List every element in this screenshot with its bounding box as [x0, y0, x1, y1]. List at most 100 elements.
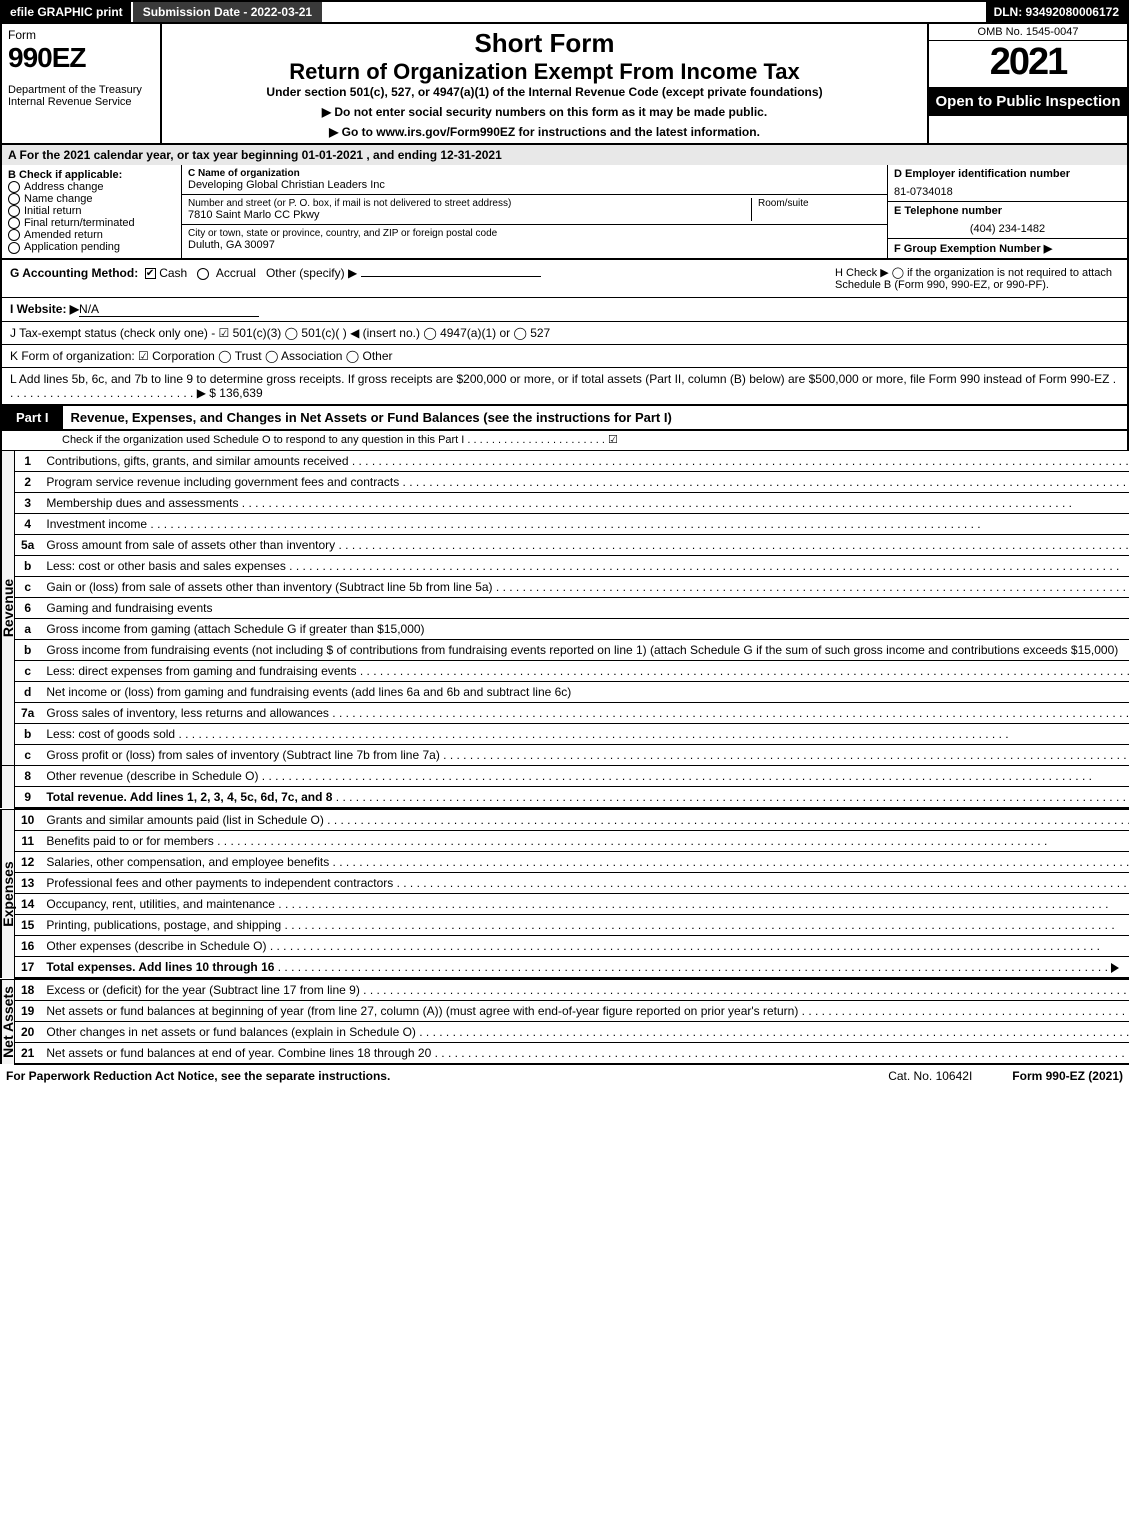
page-footer: For Paperwork Reduction Act Notice, see … [0, 1065, 1129, 1087]
c-label: C Name of organization [188, 168, 385, 179]
dept-treasury: Department of the Treasury [8, 84, 154, 96]
line-6a-desc: Gross income from gaming (attach Schedul… [40, 619, 1129, 640]
line-10-desc: Grants and similar amounts paid (list in… [40, 810, 1129, 831]
ein-label: D Employer identification number [888, 165, 1127, 183]
form-title-block: Short Form Return of Organization Exempt… [162, 24, 927, 143]
line-20-desc: Other changes in net assets or fund bala… [40, 1022, 1129, 1043]
org-name: Developing Global Christian Leaders Inc [188, 179, 385, 191]
row-g-h: G Accounting Method: Cash Accrual Other … [0, 260, 1129, 298]
expenses-side-label: Expenses [1, 810, 15, 979]
line-1-num: 1 [15, 451, 41, 472]
line-21-num: 21 [15, 1043, 41, 1065]
website-row: I Website: ▶N/A [0, 298, 1129, 322]
schedule-b-check: H Check ▶ ◯ if the organization is not r… [827, 260, 1127, 297]
line-17-num: 17 [15, 957, 41, 979]
line-13-num: 13 [15, 873, 41, 894]
line-7c-desc: Gross profit or (loss) from sales of inv… [40, 745, 1129, 766]
phone-value: (404) 234-1482 [888, 220, 1127, 238]
line-2-desc: Program service revenue including govern… [40, 472, 1129, 493]
org-info-c: C Name of organization Developing Global… [182, 165, 887, 258]
tax-year: 2021 [929, 41, 1127, 87]
part1-title: Revenue, Expenses, and Changes in Net As… [63, 406, 1127, 429]
gross-receipts: L Add lines 5b, 6c, and 7b to line 9 to … [0, 368, 1129, 405]
line-8-desc: Other revenue (describe in Schedule O) [40, 766, 1129, 787]
revenue-side-label: Revenue [1, 451, 15, 766]
chk-cash[interactable] [145, 268, 156, 279]
city-label: City or town, state or province, country… [188, 228, 497, 239]
tax-exempt-status: J Tax-exempt status (check only one) - ☑… [0, 322, 1129, 345]
section-a: A For the 2021 calendar year, or tax yea… [0, 143, 1129, 165]
part1-sub: Check if the organization used Schedule … [0, 431, 1129, 450]
line-12-num: 12 [15, 852, 41, 873]
form-word: Form [8, 28, 154, 42]
chk-address-change[interactable]: Address change [8, 181, 175, 193]
group-exemption: F Group Exemption Number ▶ [888, 238, 1127, 258]
line-7a-desc: Gross sales of inventory, less returns a… [40, 703, 1129, 724]
line-10-num: 10 [15, 810, 41, 831]
line-5b-num: b [15, 556, 41, 577]
line-6c-num: c [15, 661, 41, 682]
right-info-d: D Employer identification number 81-0734… [887, 165, 1127, 258]
line-6d-desc: Net income or (loss) from gaming and fun… [40, 682, 1129, 703]
line-15-num: 15 [15, 915, 41, 936]
form-ref: Form 990-EZ (2021) [1012, 1069, 1123, 1083]
line-3-desc: Membership dues and assessments [40, 493, 1129, 514]
omb-number: OMB No. 1545-0047 [929, 24, 1127, 41]
line-6a-num: a [15, 619, 41, 640]
line-21-desc: Net assets or fund balances at end of ye… [40, 1043, 1129, 1065]
line-9-desc: Total revenue. Add lines 1, 2, 3, 4, 5c,… [40, 787, 1129, 809]
form-990ez-page: efile GRAPHIC print Submission Date - 20… [0, 0, 1129, 1087]
line-1-desc: Contributions, gifts, grants, and simila… [40, 451, 1129, 472]
line-17-desc: Total expenses. Add lines 10 through 16 [40, 957, 1129, 979]
line-12-desc: Salaries, other compensation, and employ… [40, 852, 1129, 873]
open-to-public: Open to Public Inspection [929, 87, 1127, 116]
room-label: Room/suite [758, 198, 881, 209]
line-5c-desc: Gain or (loss) from sale of assets other… [40, 577, 1129, 598]
chk-accrual[interactable] [197, 268, 209, 280]
part1-header: Part I Revenue, Expenses, and Changes in… [0, 405, 1129, 431]
line-7a-num: 7a [15, 703, 41, 724]
line-18-desc: Excess or (deficit) for the year (Subtra… [40, 980, 1129, 1001]
street-row: Number and street (or P. O. box, if mail… [182, 195, 887, 225]
line-3-num: 3 [15, 493, 41, 514]
form-number: 990EZ [8, 42, 154, 74]
revenue-table: Revenue 1 Contributions, gifts, grants, … [0, 450, 1129, 809]
year-block: OMB No. 1545-0047 2021 Open to Public In… [927, 24, 1127, 143]
submission-date: Submission Date - 2022-03-21 [131, 2, 322, 22]
form-of-org: K Form of organization: ☑ Corporation ◯ … [0, 345, 1129, 368]
line-6-num: 6 [15, 598, 41, 619]
line-7b-num: b [15, 724, 41, 745]
dln: DLN: 93492080006172 [986, 2, 1127, 22]
line-11-desc: Benefits paid to or for members [40, 831, 1129, 852]
chk-application-pending[interactable]: Application pending [8, 241, 175, 253]
line-6c-desc: Less: direct expenses from gaming and fu… [40, 661, 1129, 682]
line-7b-desc: Less: cost of goods sold [40, 724, 1129, 745]
short-form-title: Short Form [172, 28, 917, 59]
line-15-desc: Printing, publications, postage, and shi… [40, 915, 1129, 936]
goto-link[interactable]: ▶ Go to www.irs.gov/Form990EZ for instru… [172, 125, 917, 139]
line-9-num: 9 [15, 787, 41, 809]
line-4-desc: Investment income [40, 514, 1129, 535]
line-5c-num: c [15, 577, 41, 598]
topbar: efile GRAPHIC print Submission Date - 20… [0, 0, 1129, 24]
efile-print: efile GRAPHIC print [2, 2, 131, 22]
line-4-num: 4 [15, 514, 41, 535]
info-grid: B Check if applicable: Address change Na… [0, 165, 1129, 260]
chk-final-return[interactable]: Final return/terminated [8, 217, 175, 229]
irs-label: Internal Revenue Service [8, 96, 154, 108]
expenses-table: Expenses 10 Grants and similar amounts p… [0, 809, 1129, 979]
line-6d-num: d [15, 682, 41, 703]
ssn-warning: ▶ Do not enter social security numbers o… [172, 105, 917, 119]
chk-name-change[interactable]: Name change [8, 193, 175, 205]
line-16-desc: Other expenses (describe in Schedule O) [40, 936, 1129, 957]
revenue-side-ext [1, 766, 15, 809]
line-11-num: 11 [15, 831, 41, 852]
line-2-num: 2 [15, 472, 41, 493]
ein-value: 81-0734018 [888, 183, 1127, 201]
b-heading: B Check if applicable: [8, 169, 175, 181]
city-row: City or town, state or province, country… [182, 225, 887, 254]
form-id-block: Form 990EZ Department of the Treasury In… [2, 24, 162, 143]
return-title: Return of Organization Exempt From Incom… [172, 59, 917, 85]
chk-amended-return[interactable]: Amended return [8, 229, 175, 241]
chk-initial-return[interactable]: Initial return [8, 205, 175, 217]
